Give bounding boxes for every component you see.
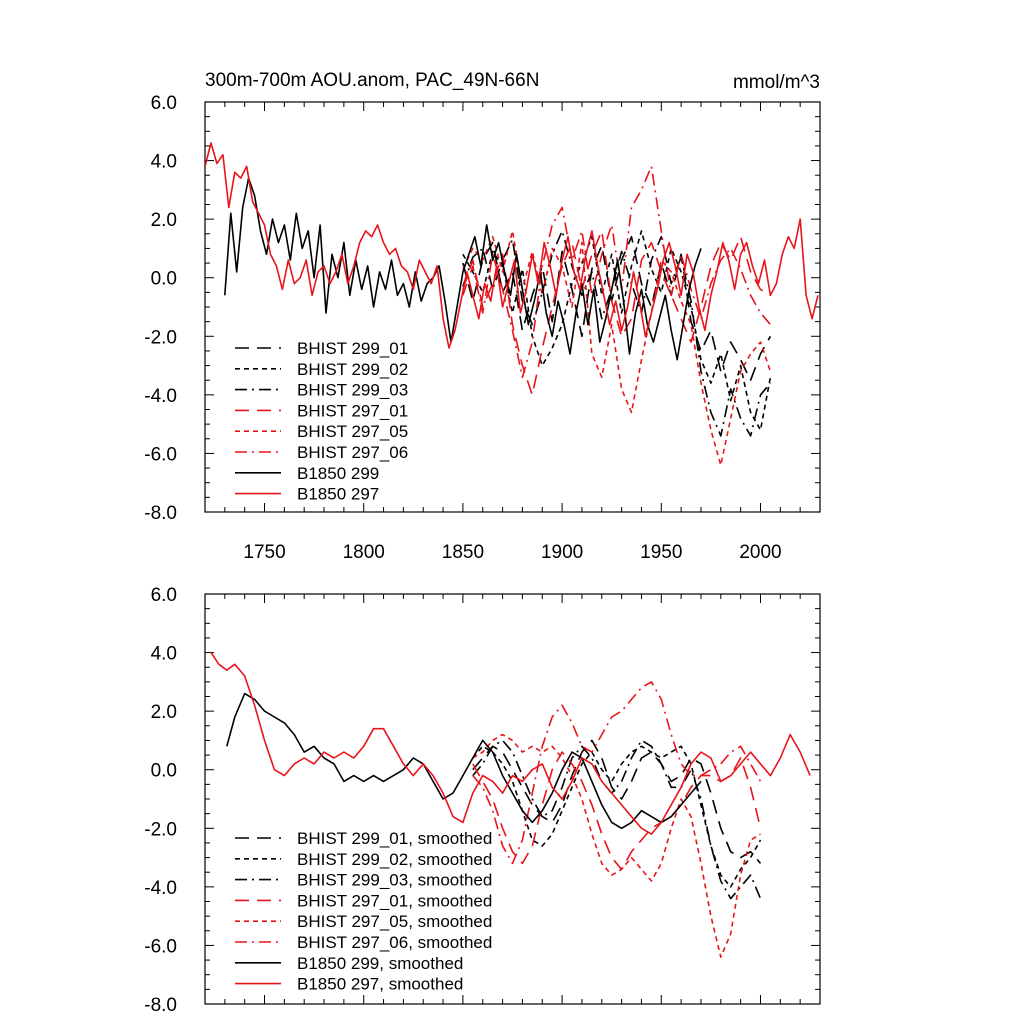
legend-label: BHIST 297_05, smoothed xyxy=(297,912,492,931)
y-tick-label: -6.0 xyxy=(144,444,177,465)
series-line-7 xyxy=(210,652,811,835)
y-tick-label: 0.0 xyxy=(151,761,177,782)
series-group xyxy=(205,142,819,466)
legend-label: BHIST 297_06, smoothed xyxy=(297,933,492,952)
legend: BHIST 299_01, smoothed BHIST 299_02, smoo… xyxy=(235,829,492,994)
upper-panel: -8.0 -6.0 -4.0 -2.0 0.0 2.0 4.0 6.0 1750 1800 1850… xyxy=(144,93,821,563)
y-tick-label: -8.0 xyxy=(144,503,177,524)
chart-title: 300m-700m AOU.anom, PAC_49N-66N xyxy=(205,70,539,91)
x-tick-label: 1750 xyxy=(243,542,285,563)
series-line-2 xyxy=(472,739,762,900)
y-tick-label: 0.0 xyxy=(151,269,177,290)
x-tick-label: 1850 xyxy=(442,542,484,563)
legend-label: BHIST 299_01 xyxy=(297,339,408,358)
y-tick-label: 6.0 xyxy=(151,93,177,114)
series-group xyxy=(210,652,811,958)
legend-label: BHIST 297_05 xyxy=(297,422,408,441)
y-tick-label: -4.0 xyxy=(144,878,177,899)
series-line-4 xyxy=(472,733,761,958)
series-line-7 xyxy=(205,142,819,349)
series-line-1 xyxy=(462,230,772,431)
lower-panel: -8.0 -6.0 -4.0 -2.0 0.0 2.0 4.0 6.0 BHIST 299_01… xyxy=(144,585,821,1016)
series-line-5 xyxy=(472,681,762,865)
y-tick-label: -8.0 xyxy=(144,995,177,1016)
series-line-6 xyxy=(224,177,702,361)
legend-label: BHIST 299_02 xyxy=(297,360,408,379)
legend-label: B1850 299, smoothed xyxy=(297,954,463,973)
legend-label: BHIST 299_03, smoothed xyxy=(297,871,492,890)
legend-label: BHIST 299_02, smoothed xyxy=(297,850,492,869)
x-tick-label: 1950 xyxy=(640,542,682,563)
series-line-4 xyxy=(462,230,772,466)
series-line-6 xyxy=(226,692,702,830)
series-line-5 xyxy=(462,165,772,379)
x-tick-label: 2000 xyxy=(739,542,781,563)
y-tick-label: -6.0 xyxy=(144,936,177,957)
legend-label: BHIST 297_01 xyxy=(297,401,408,420)
x-tick-label: 1800 xyxy=(343,542,385,563)
series-line-1 xyxy=(472,745,762,888)
y-tick-label: 2.0 xyxy=(151,210,177,231)
legend-label: BHIST 297_06 xyxy=(297,443,408,462)
y-tick-label: 2.0 xyxy=(151,702,177,723)
legend-label: B1850 297 xyxy=(297,485,379,504)
legend-label: BHIST 299_01, smoothed xyxy=(297,829,492,848)
y-tick-label: -2.0 xyxy=(144,327,177,348)
series-line-0 xyxy=(472,739,762,864)
legend-label: BHIST 299_03 xyxy=(297,381,408,400)
y-tick-label: 4.0 xyxy=(151,644,177,665)
series-line-2 xyxy=(462,230,772,437)
y-tick-label: 6.0 xyxy=(151,585,177,606)
series-line-3 xyxy=(472,751,762,871)
units-label: mmol/m^3 xyxy=(733,72,820,93)
y-tick-label: -2.0 xyxy=(144,819,177,840)
y-tick-label: -4.0 xyxy=(144,386,177,407)
y-tick-label: 4.0 xyxy=(151,152,177,173)
legend-label: B1850 297, smoothed xyxy=(297,975,463,994)
legend-label: B1850 299 xyxy=(297,464,379,483)
legend-label: BHIST 297_01, smoothed xyxy=(297,891,492,910)
x-tick-label: 1900 xyxy=(541,542,583,563)
